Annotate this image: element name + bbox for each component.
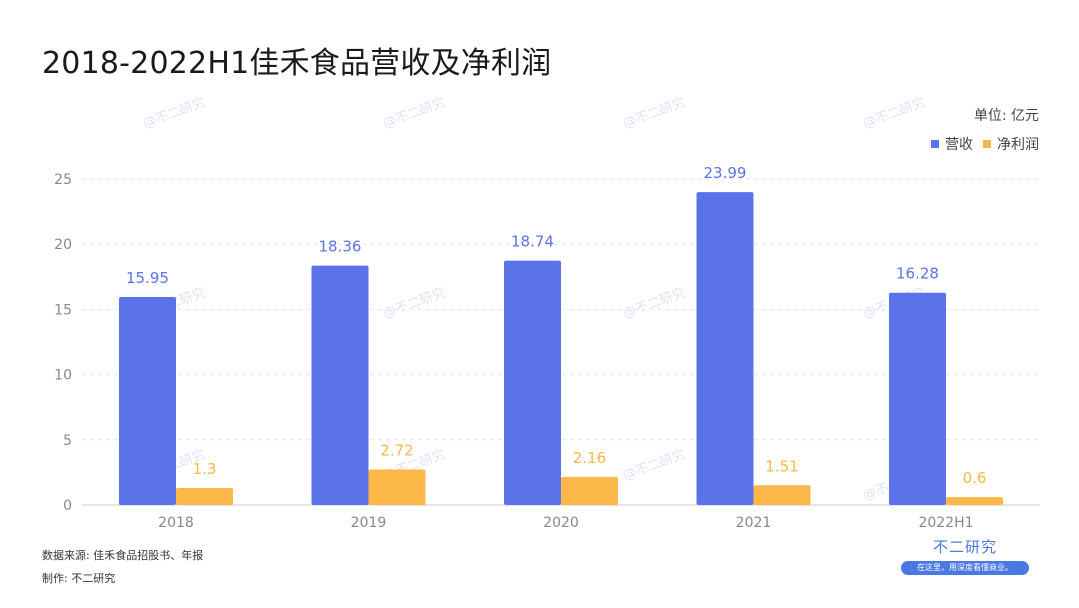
legend-swatch-revenue [931, 140, 939, 148]
data-label-profit: 0.6 [963, 469, 987, 487]
bar-profit [753, 485, 811, 505]
bar-revenue [311, 265, 369, 505]
x-tick-label: 2020 [543, 515, 579, 531]
watermark-text: @不二研究 [381, 95, 447, 131]
data-label-revenue: 15.95 [126, 269, 169, 287]
data-label-profit: 2.16 [573, 449, 606, 467]
bar-revenue [504, 260, 561, 505]
watermark-text: @不二研究 [621, 95, 687, 131]
bar-revenue [696, 192, 754, 505]
y-tick-label: 0 [63, 498, 72, 514]
data-label-revenue: 18.74 [511, 233, 554, 251]
watermark-text: @不二研究 [141, 95, 207, 131]
bar-revenue [889, 292, 946, 505]
brand-name: 不二研究 [932, 538, 997, 556]
legend-label-revenue: 营收 [945, 137, 973, 153]
data-label-revenue: 16.28 [896, 265, 939, 283]
data-label-profit: 1.3 [193, 460, 217, 478]
y-tick-label: 20 [54, 237, 72, 253]
bar-profit [368, 469, 426, 505]
data-label-profit: 2.72 [380, 442, 413, 460]
bar-revenue [119, 297, 176, 505]
y-tick-label: 5 [63, 433, 72, 449]
data-label-revenue: 18.36 [319, 238, 362, 256]
legend: 营收 净利润 [921, 134, 1039, 154]
watermark-text: @不二研究 [861, 95, 927, 131]
watermark-text: @不二研究 [381, 285, 447, 321]
y-tick-label: 15 [54, 302, 72, 318]
bar-profit [946, 497, 1003, 505]
bar-profit [176, 488, 233, 505]
legend-item-profit: 净利润 [983, 134, 1039, 154]
brand-logo: 不二研究 在这里，用深度看懂商业。 [895, 536, 1035, 575]
data-label-revenue: 23.99 [704, 164, 747, 182]
watermark-text: @不二研究 [621, 447, 687, 483]
y-tick-label: 25 [54, 172, 72, 188]
data-label-profit: 1.51 [765, 457, 798, 475]
y-tick-label: 10 [54, 368, 72, 384]
unit-label: 单位: 亿元 [973, 108, 1039, 124]
brand-slogan: 在这里，用深度看懂商业。 [901, 561, 1029, 575]
x-tick-label: 2019 [351, 515, 387, 531]
legend-item-revenue: 营收 [931, 134, 973, 154]
legend-swatch-profit [983, 140, 991, 148]
x-tick-label: 2021 [736, 515, 772, 531]
producer-note: 制作: 不二研究 [42, 572, 116, 585]
watermark-text: @不二研究 [621, 285, 687, 321]
x-tick-label: 2022H1 [918, 515, 973, 531]
data-source-note: 数据来源: 佳禾食品招股书、年报 [42, 549, 204, 562]
bar-profit [561, 476, 618, 505]
x-tick-label: 2018 [158, 515, 194, 531]
chart-title: 2018-2022H1佳禾食品营收及净利润 [42, 46, 552, 81]
legend-label-profit: 净利润 [997, 137, 1039, 153]
